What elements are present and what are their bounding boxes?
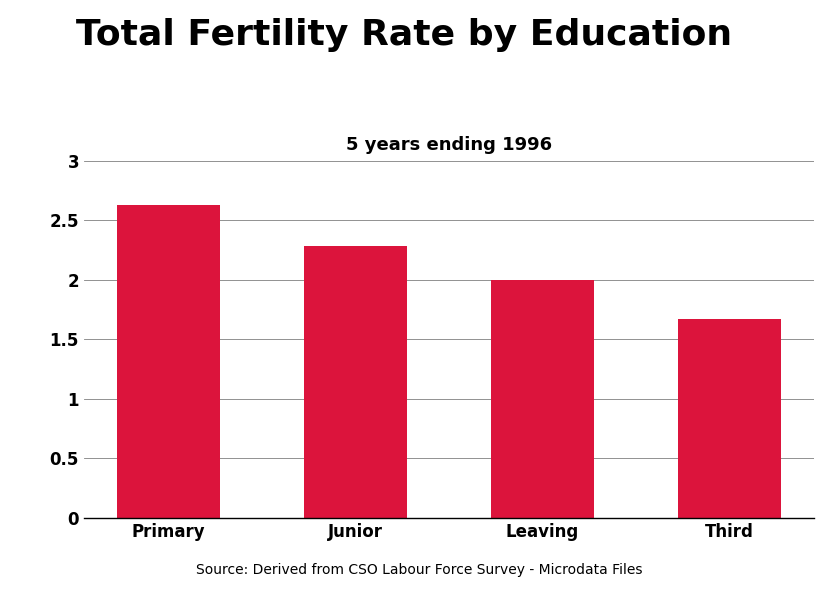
Bar bbox=[117, 205, 220, 518]
Text: Total Fertility Rate by Education: Total Fertility Rate by Education bbox=[76, 18, 732, 52]
Title: 5 years ending 1996: 5 years ending 1996 bbox=[346, 136, 552, 154]
Text: Source: Derived from CSO Labour Force Survey - Microdata Files: Source: Derived from CSO Labour Force Su… bbox=[196, 563, 643, 577]
Bar bbox=[491, 280, 594, 518]
Bar bbox=[304, 246, 407, 518]
Bar bbox=[678, 319, 780, 518]
